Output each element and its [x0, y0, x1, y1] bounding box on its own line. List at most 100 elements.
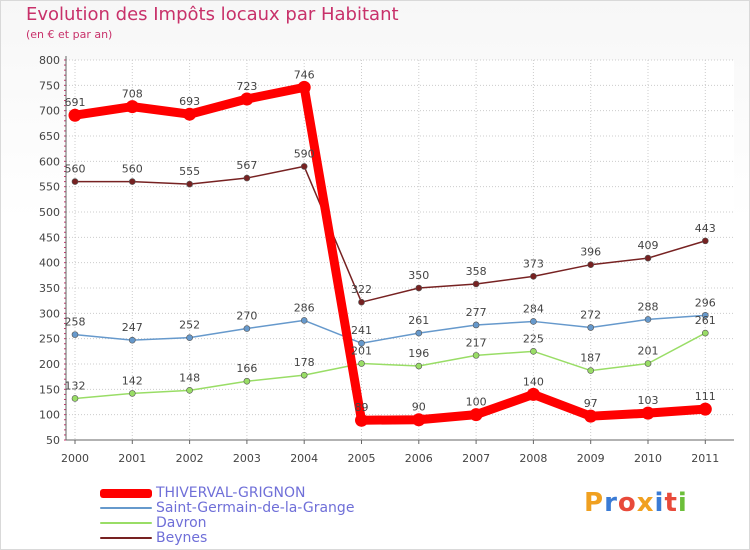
x-tick-label: 2005 — [348, 452, 376, 465]
y-tick-label: 550 — [39, 181, 60, 194]
brand-letter: t — [664, 488, 678, 518]
y-tick-label: 700 — [39, 105, 60, 118]
data-label: 373 — [523, 257, 544, 270]
data-point — [530, 273, 537, 280]
data-point — [469, 408, 483, 422]
x-tick-label: 2003 — [233, 452, 261, 465]
data-label: 103 — [638, 394, 659, 407]
data-point — [415, 362, 423, 370]
x-tick-label: 2011 — [691, 452, 719, 465]
data-label: 196 — [408, 347, 429, 360]
data-point — [530, 318, 537, 325]
data-label: 132 — [65, 379, 86, 392]
data-label: 277 — [466, 306, 487, 319]
x-tick-label: 2001 — [118, 452, 146, 465]
data-point — [587, 367, 595, 374]
data-point — [297, 80, 311, 94]
data-point — [186, 387, 193, 394]
data-point — [587, 324, 595, 331]
legend-swatch — [100, 537, 152, 539]
data-label: 443 — [695, 222, 716, 235]
brand-letter: x — [636, 488, 655, 518]
legend-item: THIVERVAL-GRIGNON — [100, 486, 306, 500]
data-point — [472, 321, 480, 329]
x-tick-label: 2010 — [634, 452, 662, 465]
series-line-0 — [70, 82, 710, 425]
data-label: 178 — [294, 356, 315, 369]
data-point — [644, 254, 652, 262]
series-line-3 — [74, 165, 707, 303]
data-label: 560 — [122, 163, 143, 176]
data-point — [584, 409, 598, 423]
legend-swatch — [100, 522, 152, 524]
data-label: 691 — [65, 96, 86, 109]
data-label: 272 — [580, 309, 601, 322]
legend-label: Saint-Germain-de-la-Grange — [156, 500, 355, 516]
legend-label: THIVERVAL-GRIGNON — [156, 485, 306, 501]
x-tick-label: 2009 — [577, 452, 605, 465]
data-point — [698, 402, 712, 416]
data-point — [472, 280, 480, 288]
data-point — [129, 178, 136, 185]
data-point — [644, 360, 652, 367]
data-point — [358, 298, 365, 306]
data-point — [243, 174, 251, 182]
data-point — [68, 108, 82, 122]
data-label: 148 — [179, 371, 200, 384]
data-label: 358 — [466, 265, 487, 278]
brand-letter: o — [617, 488, 637, 518]
x-tick-label: 2004 — [290, 452, 318, 465]
data-label: 286 — [294, 301, 315, 314]
data-point — [71, 178, 79, 185]
data-label: 322 — [351, 283, 372, 296]
data-point — [415, 329, 423, 337]
data-label: 217 — [466, 336, 487, 349]
data-point — [587, 261, 595, 268]
series-line-2 — [74, 332, 707, 400]
data-point — [530, 348, 537, 355]
data-label: 111 — [695, 390, 716, 403]
data-label: 396 — [580, 246, 601, 259]
legend-label: Beynes — [156, 530, 208, 546]
data-label: 723 — [236, 80, 257, 93]
brand-letter: r — [604, 488, 618, 518]
data-label: 225 — [523, 332, 544, 345]
y-tick-label: 450 — [39, 231, 60, 244]
data-label: 555 — [179, 165, 200, 178]
brand-letter: i — [677, 488, 688, 518]
data-point — [358, 360, 365, 367]
data-point — [240, 92, 254, 106]
data-label: 567 — [236, 159, 257, 172]
y-tick-label: 750 — [39, 79, 60, 92]
plot-area — [66, 60, 734, 440]
data-label: 590 — [294, 147, 315, 160]
data-label: 261 — [695, 314, 716, 327]
data-point — [125, 100, 139, 114]
y-tick-label: 250 — [39, 333, 60, 346]
data-label: 142 — [122, 374, 143, 387]
data-label: 708 — [122, 88, 143, 101]
data-point — [641, 406, 655, 420]
x-tick-label: 2007 — [462, 452, 490, 465]
y-tick-label: 100 — [39, 409, 60, 422]
data-point — [355, 413, 368, 427]
data-point — [186, 334, 193, 341]
data-label: 166 — [236, 362, 257, 375]
data-label: 560 — [65, 163, 86, 176]
data-label: 350 — [408, 269, 429, 282]
legend-item: Beynes — [100, 531, 207, 545]
chart-title: Evolution des Impôts locaux par Habitant — [26, 4, 399, 25]
y-tick-label: 200 — [39, 358, 60, 371]
y-tick-label: 500 — [39, 206, 60, 219]
data-label: 693 — [179, 95, 200, 108]
data-point — [472, 352, 480, 359]
data-point — [71, 331, 79, 338]
data-point — [358, 339, 365, 347]
data-point — [300, 163, 308, 170]
data-point — [243, 377, 251, 385]
y-tick-label: 300 — [39, 307, 60, 320]
x-tick-label: 2008 — [519, 452, 547, 465]
data-label: 241 — [351, 324, 372, 337]
data-label: 252 — [179, 319, 200, 332]
